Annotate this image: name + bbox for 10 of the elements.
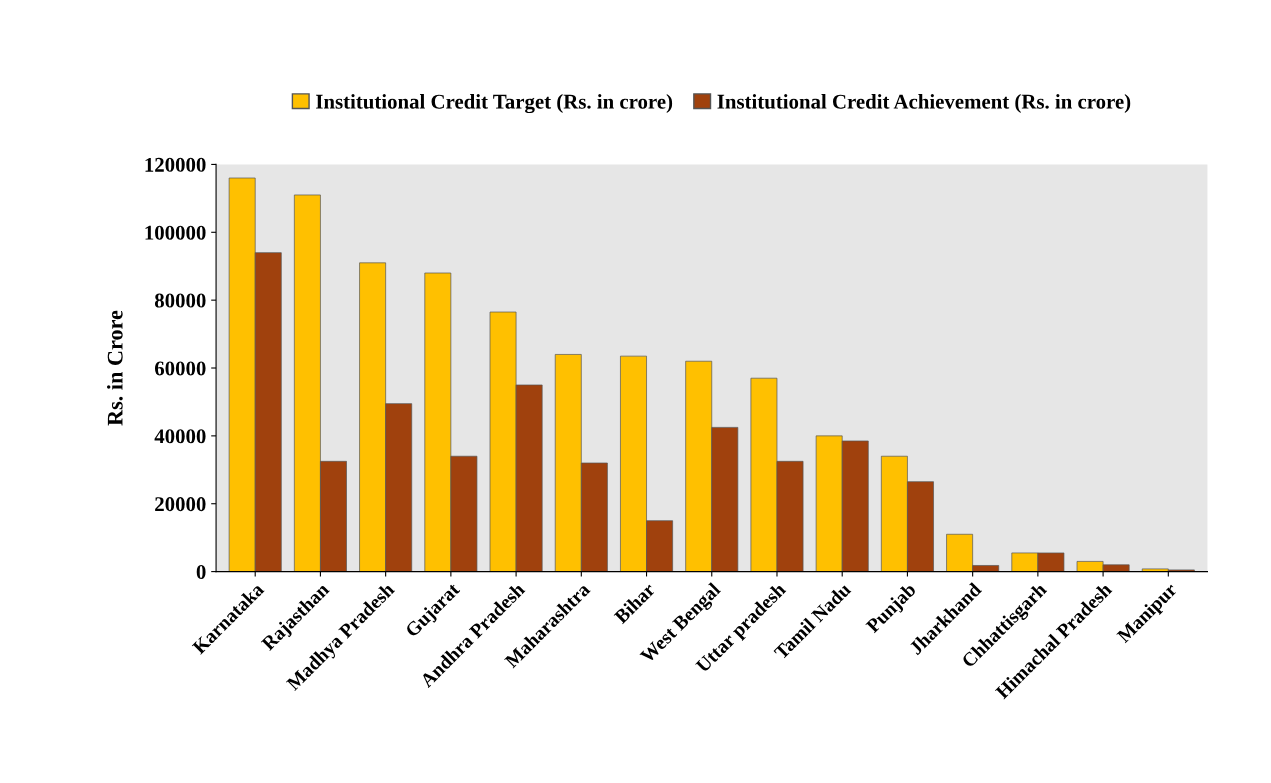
y-axis-title: Rs. in Crore: [107, 310, 123, 426]
legend-label: Institutional Credit Target (Rs. in crore): [316, 94, 673, 114]
y-tick-label: 100000: [145, 225, 206, 240]
y-tick-label: 40000: [154, 429, 206, 444]
y-tick-label: 120000: [145, 157, 206, 172]
y-tick-label: 60000: [154, 361, 206, 376]
y-tick-label: 20000: [155, 497, 206, 512]
y-tick-label: 0: [196, 564, 206, 580]
y-tick-label: 80000: [154, 293, 206, 308]
legend-label: Institutional Credit Achievement (Rs. in crore): [717, 94, 1131, 113]
